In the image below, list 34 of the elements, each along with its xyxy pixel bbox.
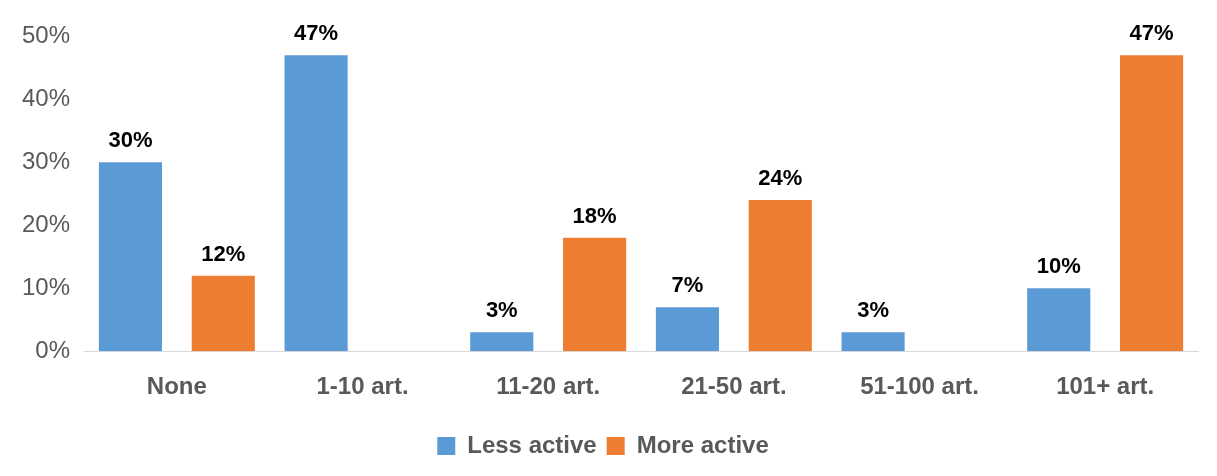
bar	[470, 332, 534, 352]
legend-label: Less active	[467, 430, 597, 458]
text: 3%	[485, 297, 518, 323]
legend-label: More active	[636, 430, 769, 458]
x-tick-label: 1-10 art.	[316, 372, 409, 400]
bar	[1120, 55, 1184, 352]
bar	[841, 332, 905, 352]
bar	[1027, 288, 1091, 352]
y-tick-label: 0%	[35, 335, 71, 363]
y-tick-label: 50%	[21, 21, 71, 49]
text: 3%	[857, 297, 889, 323]
bar	[748, 200, 812, 352]
text: 7%	[671, 272, 704, 298]
bar	[563, 237, 627, 352]
y-tick-label: 40%	[21, 83, 71, 111]
y-tick-label: 10%	[21, 272, 71, 300]
bar	[284, 55, 348, 352]
x-tick-label: 21-50 art.	[681, 372, 787, 400]
y-tick-label: 20%	[21, 209, 71, 237]
text: 47%	[1129, 20, 1174, 46]
text: 12%	[201, 240, 246, 266]
text: 24%	[758, 165, 803, 191]
x-tick-label: 101+ art.	[1056, 372, 1155, 400]
bar	[191, 275, 255, 352]
text: 18%	[572, 202, 617, 228]
x-tick-label: 11-20 art.	[496, 372, 601, 400]
y-tick-label: 30%	[21, 146, 71, 174]
text: 10%	[1036, 253, 1081, 279]
text: 47%	[294, 20, 339, 46]
bar	[98, 162, 163, 352]
text: 30%	[108, 127, 153, 153]
bar	[655, 307, 719, 352]
x-tick-label: 51-100 art.	[860, 372, 979, 400]
x-tick-label: None	[146, 372, 207, 400]
